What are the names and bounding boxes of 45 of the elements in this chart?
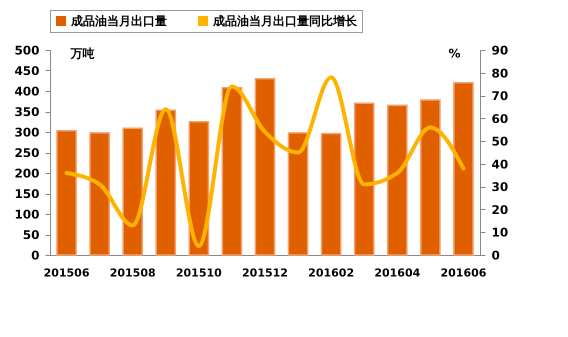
y-tick-label: 150 [14, 187, 40, 201]
x-tick-label: 201510 [176, 266, 222, 280]
y-tick-label: 200 [14, 166, 40, 180]
bar [354, 102, 375, 256]
y2-tick-label: 60 [492, 112, 508, 126]
bar [254, 78, 276, 256]
y-tick-label: 250 [14, 146, 40, 160]
x-tick-label: 201512 [242, 266, 288, 280]
bar [155, 110, 176, 256]
bar [56, 130, 77, 256]
y2-tick-label: 0 [492, 248, 500, 262]
y-tick-label: 100 [14, 208, 40, 222]
bar [453, 82, 474, 256]
y-tick-label: 450 [14, 64, 40, 78]
bar [122, 128, 144, 256]
y2-tick-label: 70 [492, 89, 508, 104]
bar [420, 99, 441, 256]
bar [320, 132, 342, 256]
y-axis-title: 万吨 [70, 46, 94, 60]
y2-tick-label: 10 [492, 226, 508, 240]
x-tick-label: 201606 [440, 266, 487, 280]
x-tick-label: 201602 [308, 266, 354, 280]
legend-label: 成品油当月出口量 [70, 14, 167, 28]
y-tick-label: 50 [22, 228, 40, 242]
bar [386, 104, 408, 256]
y2-tick-label: 40 [492, 157, 508, 172]
y-tick-label: 350 [14, 105, 40, 119]
y2-tick-label: 30 [492, 180, 508, 194]
bar [89, 132, 110, 256]
y2-tick-label: 50 [492, 134, 508, 149]
x-tick-label: 201508 [110, 266, 156, 280]
bar [288, 132, 308, 256]
x-tick-label: 201604 [374, 266, 421, 280]
legend-label: 成品油当月出口量同比增长 [212, 14, 358, 28]
y-tick-label: 0 [31, 248, 40, 262]
line-series [64, 75, 466, 248]
y-tick-label: 300 [14, 126, 40, 140]
y2-tick-label: 80 [492, 66, 508, 80]
x-tick-label: 201506 [44, 266, 90, 280]
y2-axis-title: % [448, 46, 460, 60]
y2-tick-label: 90 [492, 44, 508, 58]
bar [222, 86, 242, 256]
y2-tick-label: 20 [492, 202, 508, 217]
y-tick-label: 500 [14, 44, 40, 58]
y-tick-label: 400 [14, 84, 40, 98]
